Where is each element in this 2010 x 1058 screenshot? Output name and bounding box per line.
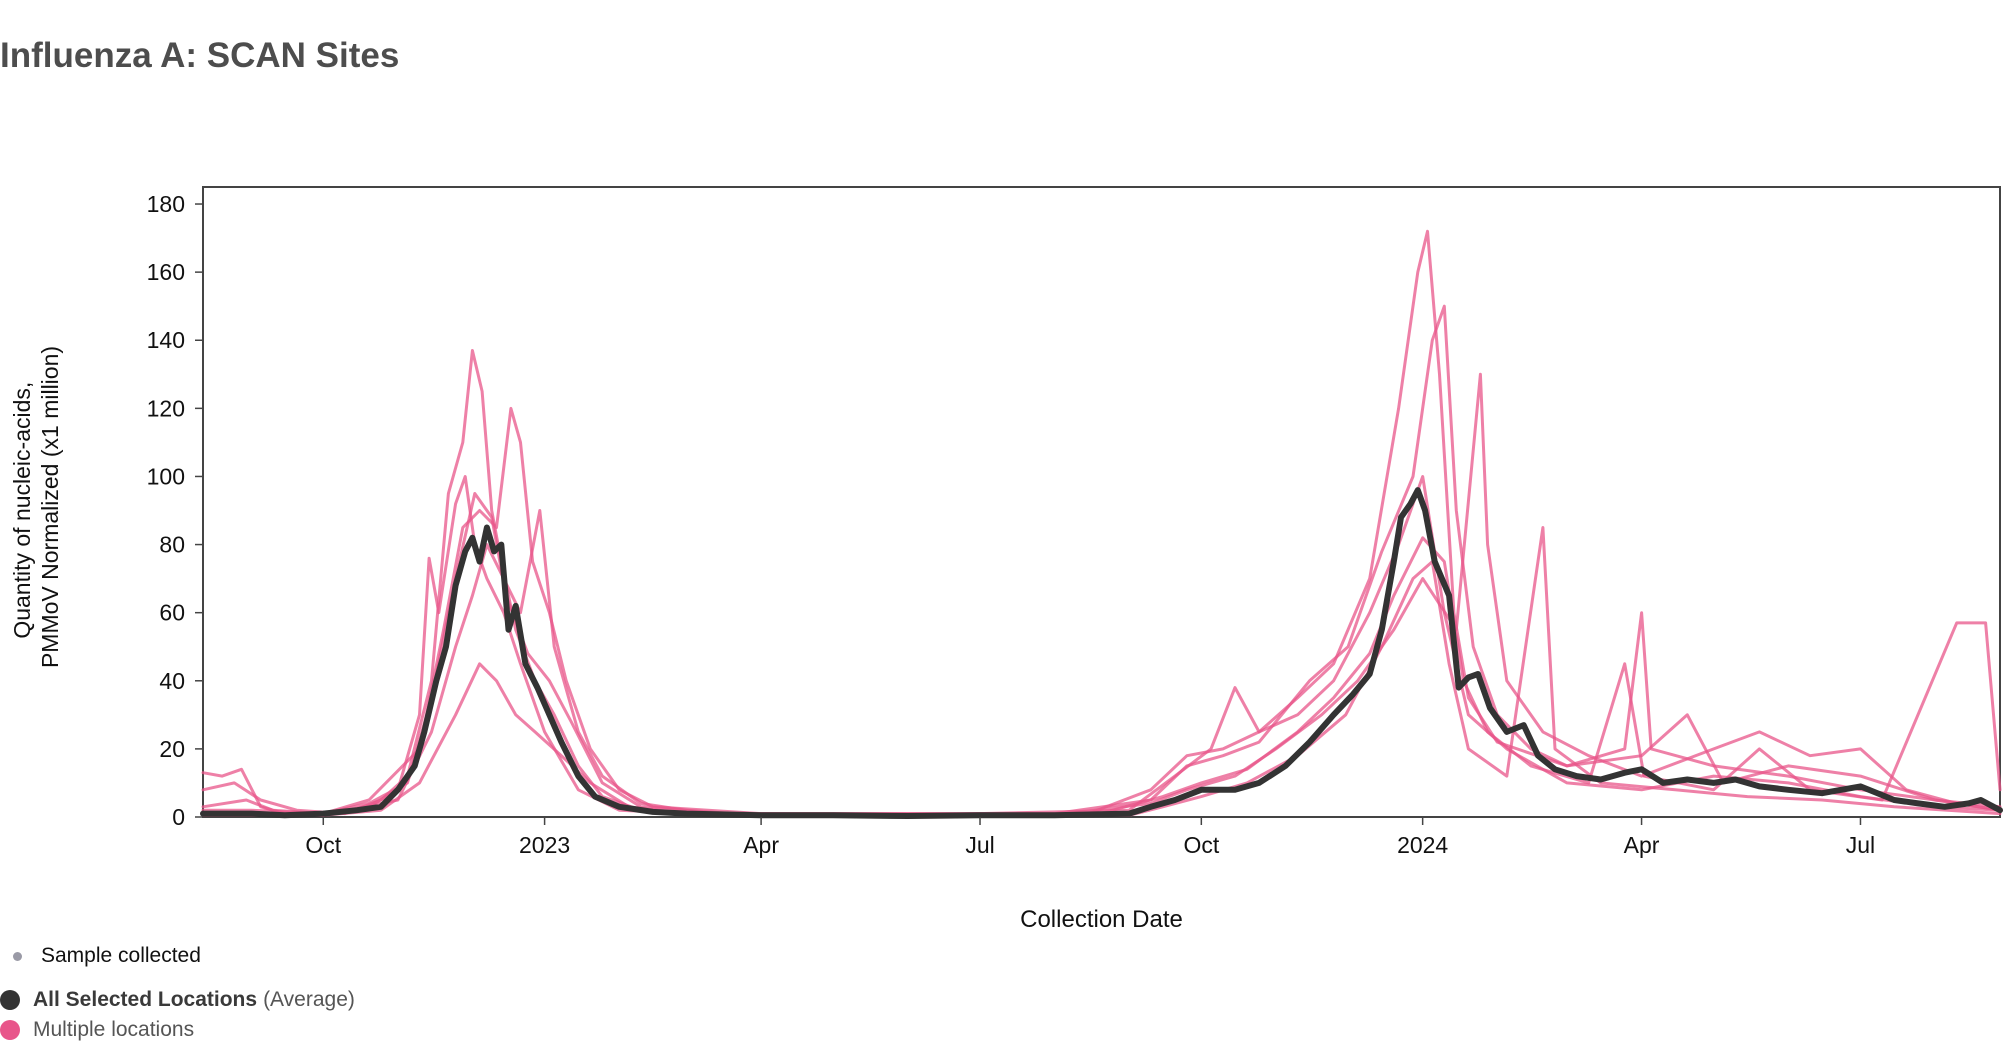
x-tick-label: Jul: [1846, 832, 1875, 858]
y-tick-label: 80: [159, 532, 185, 558]
y-tick-label: 60: [159, 600, 185, 626]
y-tick-label: 160: [147, 259, 185, 285]
x-tick-label: Apr: [1624, 832, 1660, 858]
legend-multiple-locations[interactable]: Multiple locations: [0, 1018, 194, 1042]
x-axis-title: Collection Date: [1020, 906, 1183, 933]
y-tick-label: 100: [147, 463, 185, 489]
y-tick-label: 0: [172, 804, 185, 830]
legend-sample-collected: Sample collected: [0, 944, 201, 968]
y-axis-ticks: 0 20 40 60 80 100 120 140 160 180: [147, 191, 203, 830]
page-title: Influenza A: SCAN Sites: [0, 36, 400, 75]
y-tick-label: 20: [159, 736, 185, 762]
x-tick-label: 2023: [519, 832, 570, 858]
x-tick-label: 2024: [1397, 832, 1448, 858]
x-axis-ticks: Oct 2023 Apr Jul Oct 2024 Apr Jul: [305, 817, 1875, 858]
legend-locations-label: Multiple locations: [33, 1018, 195, 1041]
average-series-line: [200, 487, 2003, 819]
legend-sample-label: Sample collected: [41, 944, 201, 967]
y-axis-title: Quantity of nucleic-acids, PMMoV Normali…: [9, 346, 63, 668]
y-tick-label: 180: [147, 191, 185, 217]
y-axis-title-line-1: Quantity of nucleic-acids,: [9, 382, 35, 639]
legend-average-suffix: (Average): [263, 988, 355, 1011]
x-tick-label: Oct: [1183, 832, 1219, 858]
x-tick-label: Apr: [743, 832, 779, 858]
location-series-line: [201, 304, 2002, 816]
x-tick-label: Jul: [965, 832, 994, 858]
locations-swatch-icon: [0, 1020, 20, 1040]
legend-average[interactable]: All Selected Locations (Average): [0, 988, 355, 1012]
average-line-group: [200, 487, 2003, 819]
sample-dot-icon: [13, 951, 22, 961]
y-tick-label: 120: [147, 395, 185, 421]
x-tick-label: Oct: [305, 832, 341, 858]
y-tick-label: 140: [147, 327, 185, 353]
y-tick-label: 40: [159, 668, 185, 694]
y-axis-title-line-2: PMMoV Normalized (x1 million): [37, 346, 63, 668]
legend-average-label: All Selected Locations: [33, 988, 258, 1011]
average-swatch-icon: [0, 990, 20, 1010]
plot-frame: [202, 186, 2001, 818]
location-series-line: [201, 526, 2002, 817]
